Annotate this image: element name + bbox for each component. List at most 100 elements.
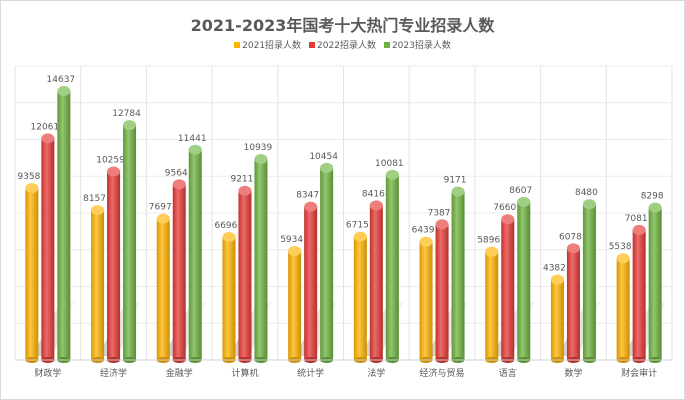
data-label: 11441 — [178, 134, 207, 144]
data-label: 9171 — [444, 175, 467, 185]
data-label: 9358 — [17, 172, 40, 182]
bar-body — [419, 241, 433, 360]
bar-body — [91, 210, 105, 360]
bar-4-0 — [288, 245, 302, 363]
bar-top — [632, 224, 646, 235]
bar-top — [304, 201, 318, 212]
data-label: 7081 — [625, 214, 648, 224]
bar-top — [123, 120, 137, 131]
data-label: 8416 — [362, 189, 385, 199]
bar-3-2 — [254, 153, 268, 363]
bar-top — [385, 169, 399, 180]
bar-top — [566, 243, 580, 254]
bar-body — [501, 219, 515, 360]
bar-body — [369, 205, 383, 360]
bar-1-1 — [107, 166, 121, 363]
bar-top — [582, 199, 596, 210]
legend-swatch — [383, 41, 390, 48]
bar-top — [238, 185, 252, 196]
bar-5-1 — [369, 200, 383, 363]
bar-body — [188, 149, 202, 360]
data-label: 5538 — [609, 242, 632, 252]
bar-top — [25, 183, 39, 194]
bar-9-0 — [616, 253, 630, 363]
bar-body — [648, 207, 662, 360]
bar-8-1 — [566, 243, 580, 363]
bar-body — [41, 138, 55, 360]
bar-9-2 — [648, 202, 662, 363]
bar-body — [288, 250, 302, 360]
data-label: 12784 — [112, 109, 141, 119]
bar-top — [188, 144, 202, 155]
legend-label: 2021招录人数 — [242, 41, 302, 51]
bar-body — [582, 204, 596, 360]
data-label: 9211 — [230, 175, 253, 185]
legend-label: 2023招录人数 — [391, 41, 451, 51]
bar-2-1 — [172, 179, 186, 363]
data-label: 5896 — [477, 236, 500, 246]
x-tick-label: 经济与贸易 — [420, 367, 465, 379]
data-label: 8607 — [509, 186, 532, 196]
bar-top — [156, 213, 170, 224]
bar-6-1 — [435, 219, 449, 363]
data-label: 14637 — [47, 75, 76, 85]
bar-1-0 — [91, 205, 105, 363]
bar-1-2 — [123, 120, 137, 363]
bar-body — [57, 91, 71, 360]
data-label: 10939 — [244, 143, 273, 153]
bar-0-0 — [25, 183, 39, 363]
bar-2-2 — [188, 144, 202, 363]
x-tick-label: 财会审计 — [621, 367, 657, 379]
bars: 9358 12061 14637 8157 10259 12784 7697 9564 1144… — [17, 75, 664, 363]
bar-4-2 — [320, 162, 334, 363]
bar-6-2 — [451, 186, 465, 363]
data-label: 6715 — [346, 221, 369, 231]
bar-body — [451, 191, 465, 360]
bar-7-1 — [501, 214, 515, 363]
bar-body — [172, 184, 186, 360]
bar-body — [320, 167, 334, 360]
legend-item: 2021招录人数 — [234, 38, 301, 51]
x-tick-label: 计算机 — [231, 367, 258, 379]
bar-7-2 — [517, 196, 531, 363]
legend-item: 2022招录人数 — [309, 38, 376, 51]
bar-3-1 — [238, 185, 252, 363]
bar-body — [353, 236, 367, 360]
data-label: 6696 — [214, 221, 237, 231]
bar-top — [485, 246, 499, 257]
bar-2-0 — [156, 213, 170, 363]
bar-top — [172, 179, 186, 190]
bar-body — [222, 236, 236, 360]
bar-body — [517, 201, 531, 360]
bar-0-1 — [41, 133, 55, 363]
bar-9-1 — [632, 224, 646, 363]
bar-top — [222, 231, 236, 242]
bar-3-0 — [222, 231, 236, 363]
data-label: 9564 — [165, 168, 188, 178]
bar-body — [238, 190, 252, 360]
bar-top — [254, 153, 268, 164]
bar-body — [385, 174, 399, 360]
legend: 2021招录人数 2022招录人数 2023招录人数 — [0, 38, 685, 51]
bar-body — [566, 248, 580, 360]
x-tick-label: 经济学 — [100, 367, 127, 379]
x-tick-label: 数学 — [564, 367, 582, 379]
data-label: 4382 — [543, 263, 566, 273]
data-label: 7387 — [428, 208, 451, 218]
x-tick-label: 金融学 — [166, 367, 193, 379]
bar-top — [648, 202, 662, 213]
bar-7-0 — [485, 246, 499, 363]
data-label: 8157 — [83, 194, 106, 204]
bar-body — [616, 258, 630, 360]
bar-body — [632, 229, 646, 360]
bar-top — [369, 200, 383, 211]
data-label: 5934 — [280, 235, 303, 245]
bar-top — [419, 236, 433, 247]
bar-top — [320, 162, 334, 173]
x-tick-label: 统计学 — [297, 367, 324, 379]
data-label: 10081 — [375, 159, 404, 169]
bar-top — [451, 186, 465, 197]
bar-6-0 — [419, 236, 433, 363]
data-label: 7660 — [493, 203, 516, 213]
